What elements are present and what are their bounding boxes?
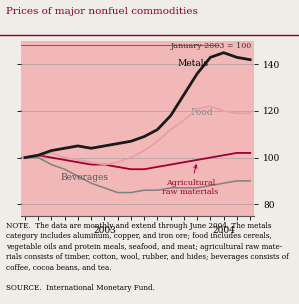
Text: Agricultural
raw materials: Agricultural raw materials bbox=[162, 165, 219, 196]
Text: Food: Food bbox=[190, 108, 213, 117]
Text: Beverages: Beverages bbox=[61, 173, 109, 182]
Text: SOURCE.  International Monetary Fund.: SOURCE. International Monetary Fund. bbox=[6, 284, 155, 292]
Text: January 2003 = 100: January 2003 = 100 bbox=[170, 42, 252, 50]
Text: NOTE.  The data are monthly and extend through June 2004. The metals
category in: NOTE. The data are monthly and extend th… bbox=[6, 222, 289, 271]
Text: Prices of major nonfuel commodities: Prices of major nonfuel commodities bbox=[6, 7, 198, 16]
Text: 2004: 2004 bbox=[212, 226, 235, 235]
Text: 2003: 2003 bbox=[93, 226, 116, 235]
Text: Metals: Metals bbox=[178, 59, 209, 68]
